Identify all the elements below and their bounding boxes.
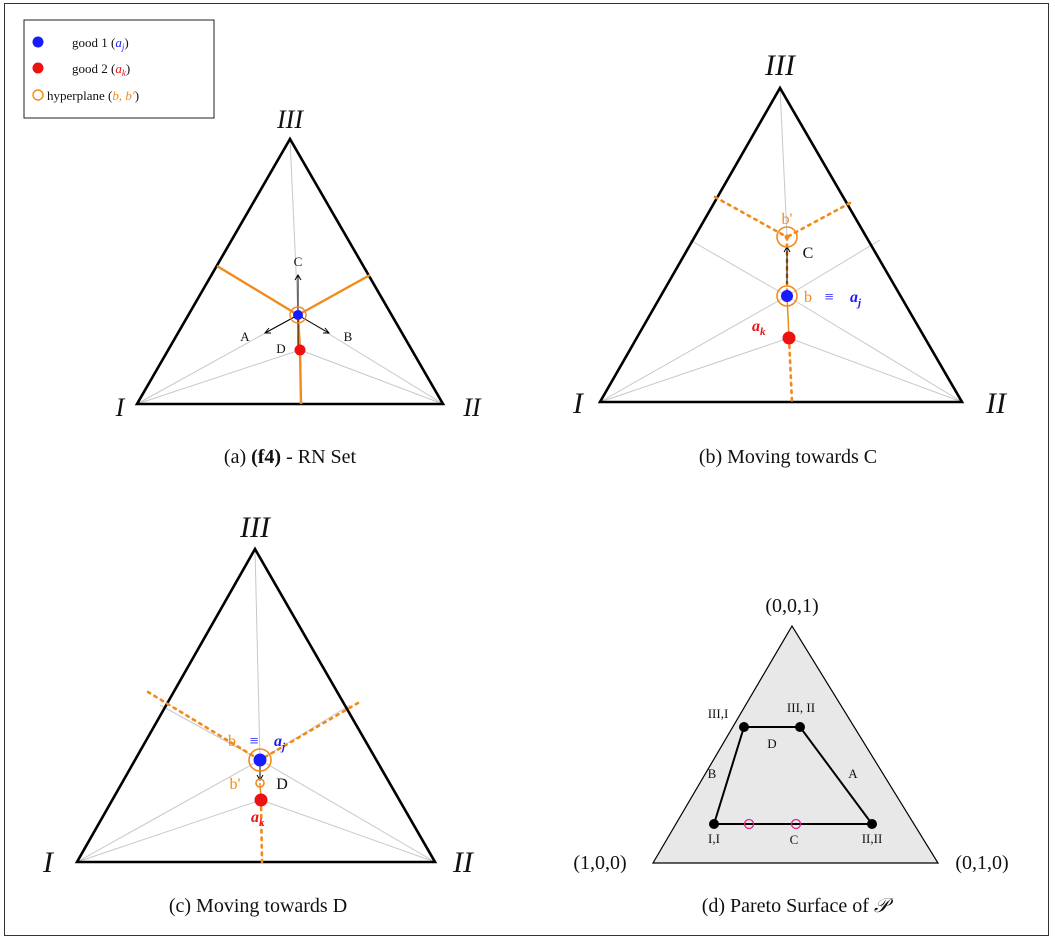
panel-b-caption: (b) Moving towards C — [699, 446, 877, 468]
panel-d-edge-c: C — [790, 832, 799, 847]
panel-c-good1-point — [253, 753, 267, 767]
panel-d-point-iii-i — [739, 722, 749, 732]
panel-a-gridlines — [136, 138, 444, 405]
panel-a-label-c: C — [294, 254, 303, 269]
legend-good2-label: good 2 (ak) — [72, 61, 130, 78]
legend-hyperplane-label: hyperplane (b, b′) — [47, 88, 139, 103]
panel-c-label-bprime: b' — [230, 776, 241, 793]
panel-a-vertex-iii: III — [276, 105, 304, 134]
panel-b-vertex-iii: III — [764, 49, 797, 82]
panel-a-triangle — [134, 136, 446, 406]
panel-b-label-aj: aj — [850, 289, 862, 309]
legend: good 1 (aj) good 2 (ak) hyperplane (b, b… — [23, 19, 215, 119]
panel-c-vertex-ii: II — [452, 846, 475, 879]
panel-a-label-b: B — [344, 329, 353, 344]
panel-b-link — [786, 295, 790, 339]
panel-c-good2-point — [254, 793, 268, 807]
panel-a-vertex-ii: II — [462, 393, 482, 422]
panel-c-b-circle — [248, 748, 272, 772]
panel-b-vertex-ii: II — [985, 387, 1008, 420]
panel-c-label-ak: ak — [251, 809, 265, 829]
panel-b-b-circle — [776, 285, 798, 307]
panel-a-good1-point — [293, 310, 303, 320]
panel-d-corner-left: (1,0,0) — [573, 852, 626, 874]
panel-c-label-d: D — [276, 776, 288, 793]
panel-c-hyperplane-b — [146, 690, 360, 864]
panel-a-label-a: A — [240, 329, 250, 344]
panel-d-point-i-i — [709, 819, 719, 829]
panel-a-hyperplane-circle — [289, 306, 307, 324]
panel-b-gridlines — [599, 87, 963, 403]
panel-c-label-aj: aj — [274, 733, 286, 753]
panel-b-good1-point — [781, 290, 793, 302]
panel-c-vertex-iii: III — [239, 511, 272, 544]
panel-b-label-c: C — [803, 245, 814, 262]
panel-b-label-b: b — [804, 289, 812, 306]
panel-d-corner-right: (0,1,0) — [955, 852, 1008, 874]
panel-a-good2-point — [294, 344, 306, 356]
legend-good1-label: good 1 (aj) — [72, 35, 129, 52]
panel-c-label-equiv: ≡ — [249, 733, 258, 750]
panel-a-vertex-i: I — [115, 393, 126, 422]
legend-hyperplane-marker — [32, 89, 44, 101]
figure-frame — [4, 3, 1049, 936]
panel-d-point-ii-ii — [867, 819, 877, 829]
panel-c-bprime-circle — [255, 778, 265, 788]
panel-c: b ≡ aj b' D ak I II III (c) Moving towar… — [42, 511, 475, 917]
panel-a: C A B D I II III (a) (f4) - RN Set — [115, 105, 482, 468]
panel-b-bprime-circle — [776, 226, 798, 248]
panel-d-edge-a: A — [848, 766, 858, 781]
panel-b-label-equiv: ≡ — [824, 289, 833, 306]
panel-d-marker-2 — [790, 818, 802, 830]
panel-c-label-b: b — [228, 733, 236, 750]
panel-d-label-iii-i: III,I — [708, 706, 729, 721]
panel-d-label-iii-ii: III, II — [787, 700, 815, 715]
panel-c-arrow — [256, 766, 264, 781]
panel-b-triangle — [597, 85, 965, 404]
panel-b: b' C b ≡ aj ak I II III (b) Moving towar… — [572, 49, 1008, 468]
panel-a-caption: (a) (f4) - RN Set — [224, 446, 357, 468]
legend-good1-marker — [32, 36, 44, 48]
panel-c-gridlines — [76, 548, 436, 863]
panel-d: III,I III, II I,I II,II D B A C (0,0,1) … — [573, 595, 1008, 917]
panel-b-bprime-point — [784, 234, 790, 240]
panel-b-label-bprime: b' — [782, 211, 793, 228]
panel-d-marker-1 — [743, 818, 755, 830]
panel-c-triangle — [74, 546, 438, 864]
panel-c-vertex-i: I — [42, 846, 55, 879]
panel-b-vertex-i: I — [572, 387, 585, 420]
panel-d-corner-top: (0,0,1) — [765, 595, 818, 617]
panel-c-caption: (c) Moving towards D — [169, 895, 347, 917]
panel-d-simplex — [651, 624, 940, 864]
panel-d-label-ii-ii: II,II — [862, 831, 883, 846]
legend-good2-marker — [32, 62, 44, 74]
panel-d-edge-b: B — [708, 766, 717, 781]
panel-b-arrow — [783, 246, 791, 284]
panel-b-label-ak: ak — [752, 318, 766, 338]
panel-a-label-d: D — [276, 341, 285, 356]
panel-d-label-i-i: I,I — [708, 831, 720, 846]
panel-d-point-iii-ii — [795, 722, 805, 732]
panel-d-caption: (d) Pareto Surface of 𝒫 — [702, 895, 894, 917]
panel-b-good2-point — [782, 331, 796, 345]
panel-d-edge-d: D — [767, 736, 776, 751]
